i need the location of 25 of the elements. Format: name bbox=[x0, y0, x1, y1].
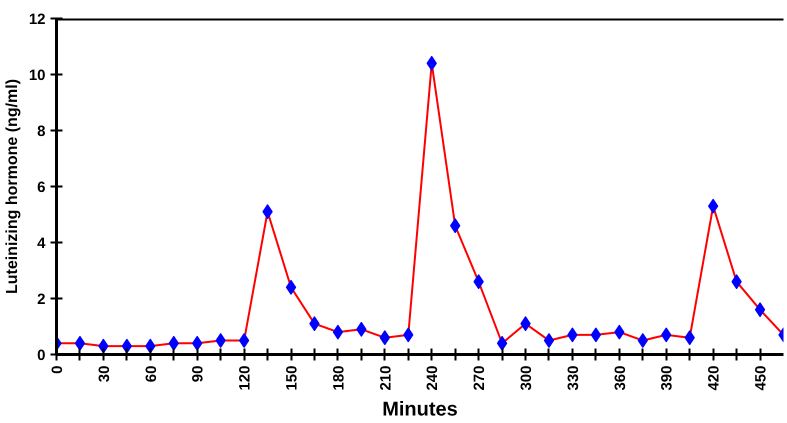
y-tick-label: 4 bbox=[37, 235, 46, 252]
y-tick-label: 10 bbox=[28, 67, 46, 84]
x-tick-label: 390 bbox=[658, 365, 676, 391]
x-tick-label: 210 bbox=[377, 365, 394, 391]
y-tick-label: 2 bbox=[37, 291, 46, 308]
x-tick-label: 90 bbox=[190, 365, 207, 382]
x-tick-label: 300 bbox=[518, 365, 536, 391]
x-tick-label: 360 bbox=[612, 365, 629, 391]
y-tick-label: 12 bbox=[28, 11, 46, 28]
x-tick-label: 240 bbox=[424, 365, 442, 391]
y-tick-label: 8 bbox=[37, 123, 46, 140]
x-axis-title: Minutes bbox=[382, 398, 458, 421]
x-tick-label: 450 bbox=[752, 365, 770, 391]
x-tick-label: 30 bbox=[96, 365, 113, 382]
x-tick-label: 180 bbox=[330, 365, 348, 391]
x-tick-label: 60 bbox=[142, 365, 160, 382]
x-tick-label: 120 bbox=[236, 365, 254, 391]
x-tick-label: 270 bbox=[471, 365, 488, 391]
x-tick-label: 150 bbox=[284, 365, 301, 391]
x-tick-label: 330 bbox=[564, 365, 582, 391]
x-tick-label: 420 bbox=[706, 365, 723, 391]
y-tick-label: 0 bbox=[37, 347, 46, 364]
y-axis-title: Luteinizing hormone (ng/ml) bbox=[4, 78, 21, 294]
y-tick-label: 6 bbox=[37, 179, 46, 196]
x-tick-label: 0 bbox=[49, 366, 66, 374]
